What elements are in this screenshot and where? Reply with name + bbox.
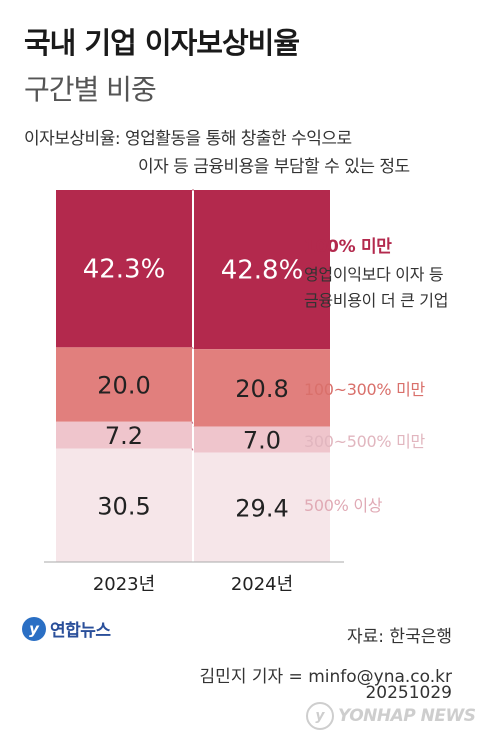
- connector-line-2: [191, 346, 195, 350]
- reporter-credit: 김민지 기자 = minfo@yna.co.kr: [199, 667, 452, 687]
- chart-title: 국내 기업 이자보상비율: [24, 26, 300, 60]
- yonhap-watermark: y YONHAP NEWS: [306, 702, 476, 730]
- bar-segment-2-4: [194, 452, 330, 562]
- chart-subtitle: 구간별 비중: [24, 73, 157, 106]
- bar-segment-1-4: [56, 448, 192, 562]
- watermark-text: YONHAP NEWS: [338, 706, 476, 726]
- legend-500-plus: 500% 이상: [304, 496, 383, 515]
- bar-label-2-1: 42.8%: [221, 256, 304, 286]
- legend-300-500: 300~500% 미만: [304, 432, 425, 451]
- legend-under-100: 100% 미만: [304, 237, 392, 257]
- legend-under-100-desc-1: 영업이익보다 이자 등: [304, 265, 444, 284]
- definition-line-1: 이자보상비율: 영업활동을 통해 창출한 수익으로: [24, 129, 352, 149]
- watermark-logo-icon: y: [306, 702, 334, 730]
- yonhap-logo-text: 연합뉴스: [50, 621, 111, 641]
- connector-line-4: [191, 448, 195, 453]
- legend-100-300: 100~300% 미만: [304, 380, 425, 399]
- bar-label-1-3: 7.2: [105, 422, 143, 450]
- category-label-1: 2023년: [93, 574, 155, 595]
- bar-label-2-4: 29.4: [235, 494, 288, 522]
- bar-segment-2-3: [194, 426, 330, 453]
- definition-line-2: 이자 등 금융비용을 부담할 수 있는 정도: [138, 157, 410, 177]
- bar-segment-1-1: [56, 190, 192, 348]
- source-text: 자료: 한국은행: [347, 627, 452, 647]
- bar-segment-1-3: [56, 421, 192, 449]
- bar-segment-2-1: [194, 190, 330, 350]
- publish-date: 20251029: [365, 683, 452, 703]
- bar-segment-2-2: [194, 349, 330, 427]
- bar-label-1-4: 30.5: [97, 492, 150, 520]
- category-label-2: 2024년: [231, 574, 293, 595]
- connector-line-3: [191, 421, 195, 427]
- bar-label-1-2: 20.0: [97, 372, 150, 400]
- yonhap-logo: y 연합뉴스: [22, 616, 111, 641]
- bar-segment-1-2: [56, 347, 192, 422]
- legend-under-100-desc-2: 금융비용이 더 큰 기업: [304, 291, 449, 310]
- bar-label-2-2: 20.8: [235, 375, 288, 403]
- yonhap-logo-icon: y: [22, 616, 46, 641]
- bar-label-2-3: 7.0: [243, 427, 281, 455]
- bar-label-1-1: 42.3%: [83, 255, 166, 285]
